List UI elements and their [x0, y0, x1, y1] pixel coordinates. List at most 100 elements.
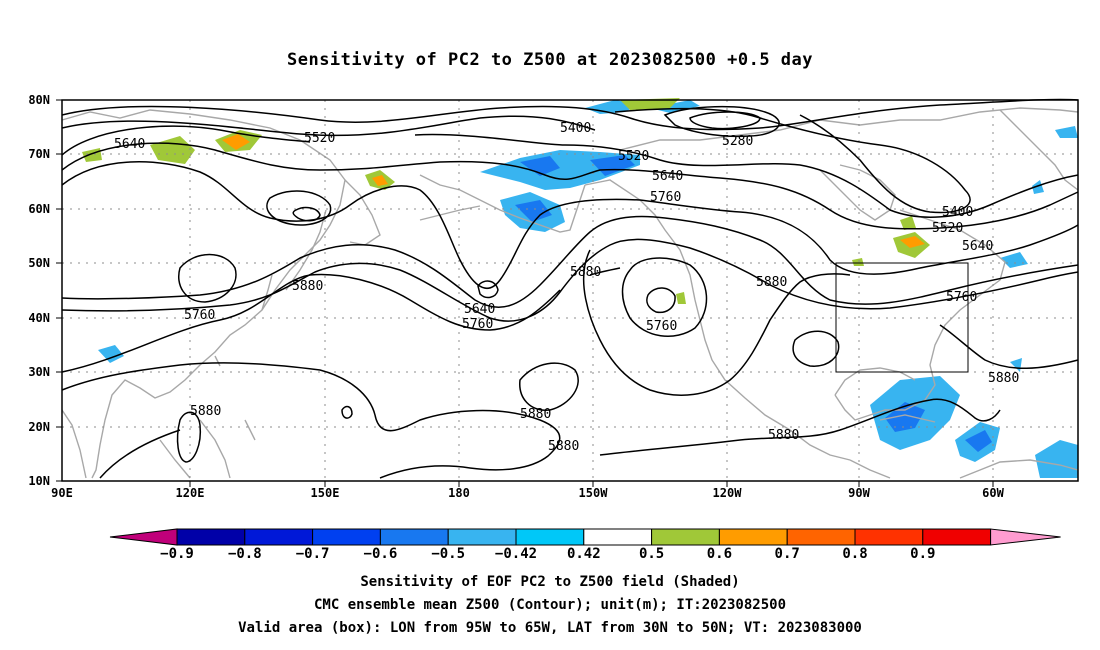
- colorbar-swatch: [583, 528, 653, 546]
- coastline-central-america: [849, 459, 891, 479]
- shade-green: [620, 98, 680, 110]
- contour-line: [178, 253, 237, 303]
- shade-orange: [372, 175, 388, 186]
- coastline-taiwan: [214, 355, 221, 367]
- contour-line: [663, 105, 780, 138]
- contour-line: [646, 287, 676, 314]
- coastline-na-west: [584, 179, 851, 461]
- colorbar-swatch: [312, 528, 381, 546]
- coastline-cuba: [879, 414, 936, 423]
- coastline-india-east: [61, 409, 87, 479]
- colorbar-tick-label: 0.9: [910, 546, 935, 562]
- shade-blue: [1032, 180, 1044, 194]
- contour-label: 5880: [756, 275, 787, 290]
- shade-blue: [1035, 440, 1078, 478]
- lon-axis: 90E 120E 150E 180 150W 120W 90W 60W: [51, 486, 1004, 500]
- footer-line-shading: Sensitivity of EOF PC2 to Z500 field (Sh…: [360, 574, 740, 590]
- lat-tick-label: 50N: [28, 256, 50, 270]
- contour-line: [176, 411, 202, 463]
- contour-line: [61, 362, 561, 479]
- shade-orange: [900, 236, 925, 248]
- colorbar-swatch: [718, 528, 788, 546]
- coastline-asia: [61, 109, 346, 479]
- contour-label: 5760: [462, 317, 493, 332]
- contour-label: 5640: [464, 302, 495, 317]
- contour-label: 5880: [570, 265, 601, 280]
- lat-tick-label: 70N: [28, 147, 50, 161]
- lon-tick-label: 90W: [848, 486, 870, 500]
- contour-label: 5400: [560, 121, 591, 136]
- shade-green: [676, 292, 686, 304]
- shade-blue: [885, 402, 925, 432]
- lon-tick-label: 60W: [982, 486, 1004, 500]
- contour-line: [621, 257, 708, 337]
- colorbar-swatch: [922, 528, 992, 546]
- coastline-korea: [261, 274, 273, 311]
- lat-tick-label: 10N: [28, 474, 50, 488]
- contour-line: [292, 206, 321, 222]
- contour-line: [61, 238, 1079, 322]
- lon-ticks: [189, 481, 994, 487]
- shade-blue: [515, 200, 552, 222]
- shade-orange: [222, 134, 250, 150]
- lat-axis: 80N 70N 60N 50N 40N 30N 20N 10N: [28, 93, 50, 488]
- footer-line-contour: CMC ensemble mean Z500 (Contour); unit(m…: [313, 597, 786, 613]
- contour-label: 5400: [942, 205, 973, 220]
- z500-contours: [61, 98, 1079, 479]
- colorbar-tick-label: 0.8: [842, 546, 867, 562]
- contour-line: [99, 429, 181, 479]
- colorbar-swatch: [854, 528, 924, 546]
- shade-green: [852, 258, 864, 266]
- contour-label: 5760: [650, 190, 681, 205]
- coastline-alaska: [419, 174, 586, 233]
- lat-tick-label: 80N: [28, 93, 50, 107]
- contour-line: [582, 249, 851, 396]
- map-frame: [61, 99, 1079, 482]
- colorbar-tick-label: −0.8: [228, 546, 262, 562]
- colorbar-tick-label: −0.7: [296, 546, 330, 562]
- contour-label: 5640: [652, 169, 683, 184]
- lat-tick-label: 40N: [28, 311, 50, 325]
- shade-blue: [965, 430, 992, 452]
- colorbar: −0.9 −0.8 −0.7 −0.6 −0.5 −0.42 0.42 0.5 0.6 0.7 0.…: [109, 528, 1061, 562]
- lat-ticks: [56, 99, 62, 482]
- colorbar-tick-label: −0.6: [364, 546, 398, 562]
- contour-line: [477, 280, 499, 299]
- contour-line: [61, 98, 1079, 131]
- contour-line: [61, 161, 1079, 289]
- contour-label: 5760: [646, 319, 677, 334]
- footer-line-valid-area: Valid area (box): LON from 95W to 65W, L…: [238, 620, 862, 636]
- contour-line: [61, 142, 1079, 230]
- shade-green: [900, 216, 916, 230]
- lat-tick-label: 20N: [28, 420, 50, 434]
- contour-line: [939, 324, 1079, 369]
- coastline-gulf: [834, 367, 916, 396]
- contour-label: 5640: [114, 137, 145, 152]
- colorbar-tick-label: −0.9: [160, 546, 194, 562]
- contour-label: 5520: [618, 149, 649, 164]
- contour-label: 5520: [932, 221, 963, 236]
- contour-label: 5760: [946, 290, 977, 305]
- contour-label: 5280: [722, 134, 753, 149]
- contour-line: [519, 362, 579, 411]
- coastline-aleutians: [419, 205, 481, 221]
- lon-tick-label: 180: [448, 486, 470, 500]
- coastline-na-east: [834, 209, 1006, 421]
- contour-label: 5760: [184, 308, 215, 323]
- colorbar-tick-label: 0.7: [775, 546, 800, 562]
- shade-blue: [98, 345, 124, 363]
- contour-label: 5880: [190, 404, 221, 419]
- colorbar-swatch: [176, 528, 246, 546]
- colorbar-swatch: [651, 528, 720, 546]
- contour-line: [61, 107, 971, 214]
- shade-blue: [1055, 126, 1078, 138]
- chart-title: Sensitivity of PC2 to Z500 at 2023082500…: [286, 50, 813, 70]
- contour-label: 5880: [520, 407, 551, 422]
- contour-line: [61, 267, 621, 373]
- shade-blue: [590, 155, 635, 176]
- contour-line: [61, 215, 1079, 308]
- contour-label: 5880: [988, 371, 1019, 386]
- contour-line: [599, 398, 1001, 456]
- coastline-greenland: [999, 109, 1079, 191]
